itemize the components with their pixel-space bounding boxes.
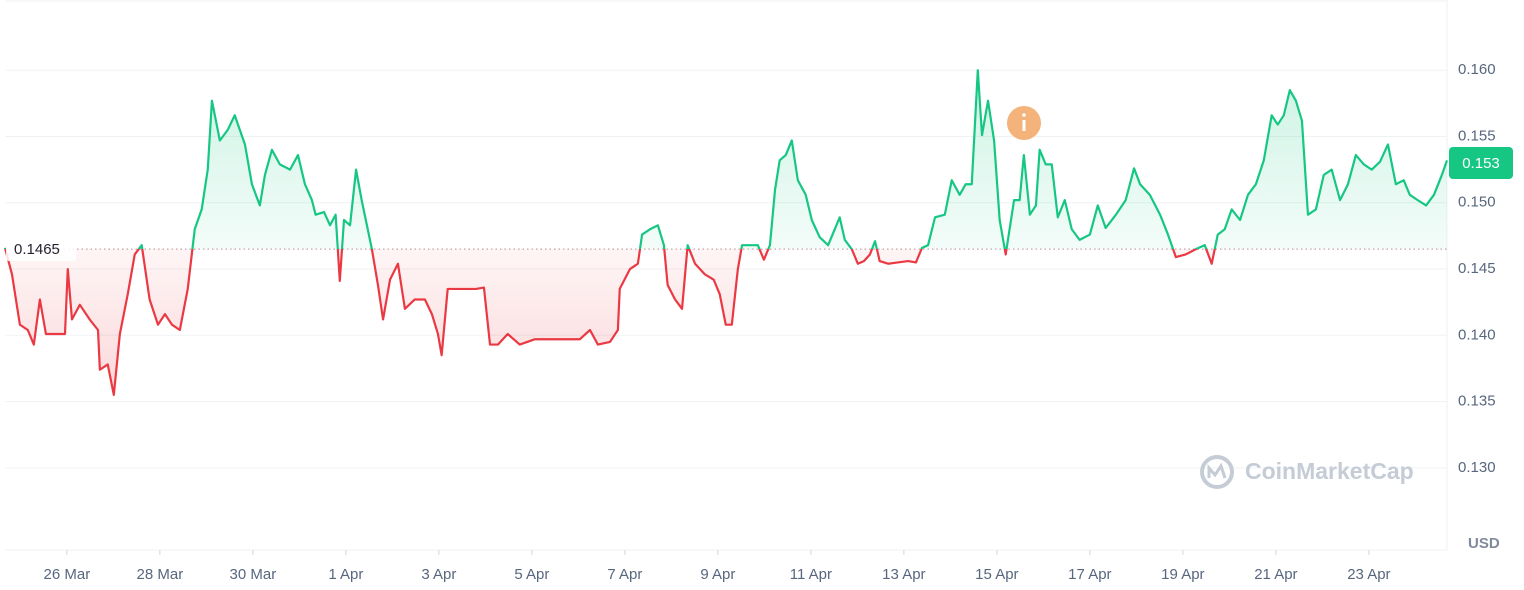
y-tick-label: 0.130: [1458, 459, 1496, 476]
y-tick-label: 0.150: [1458, 194, 1496, 211]
watermark: CoinMarketCap: [1245, 458, 1414, 484]
x-tick-label: 19 Apr: [1161, 566, 1204, 583]
x-tick-label: 3 Apr: [421, 566, 456, 583]
x-tick-label: 23 Apr: [1347, 566, 1390, 583]
price-area: [5, 70, 1447, 395]
x-tick-label: 1 Apr: [328, 566, 363, 583]
grid: [5, 69, 1447, 555]
x-tick-label: 26 Mar: [44, 566, 91, 583]
y-tick-label: 0.135: [1458, 393, 1496, 410]
baseline-label-box: [6, 237, 76, 262]
y-tick-label: 0.140: [1458, 326, 1496, 343]
watermark-logo: [1200, 455, 1234, 489]
x-tick-label: 21 Apr: [1254, 566, 1297, 583]
x-tick-label: 15 Apr: [975, 566, 1018, 583]
watermark-logo-wave: [1207, 462, 1227, 479]
info-marker-dot: [1022, 113, 1026, 117]
baseline-label: 0.1465: [14, 241, 60, 258]
info-marker[interactable]: [1007, 106, 1041, 140]
x-tick-label: 17 Apr: [1068, 566, 1111, 583]
y-tick-label: 0.160: [1458, 61, 1496, 78]
current-price-badge: [1449, 147, 1513, 180]
watermark-logo-ring: [1200, 455, 1234, 489]
data: [3, 69, 1449, 397]
current-price-label: 0.153: [1462, 155, 1500, 172]
x-tick-label: 13 Apr: [882, 566, 925, 583]
currency-label: USD: [1468, 535, 1500, 552]
x-tick-label: 28 Mar: [137, 566, 184, 583]
x-tick-label: 7 Apr: [607, 566, 642, 583]
x-tick-label: 5 Apr: [514, 566, 549, 583]
y-tick-label: 0.155: [1458, 127, 1496, 144]
y-tick-label: 0.145: [1458, 260, 1496, 277]
x-tick-label: 30 Mar: [230, 566, 277, 583]
x-tick-label: 11 Apr: [790, 566, 832, 583]
info-marker-stem: [1022, 120, 1026, 131]
price-line: [3, 69, 1449, 397]
x-tick-label: 9 Apr: [700, 566, 735, 583]
